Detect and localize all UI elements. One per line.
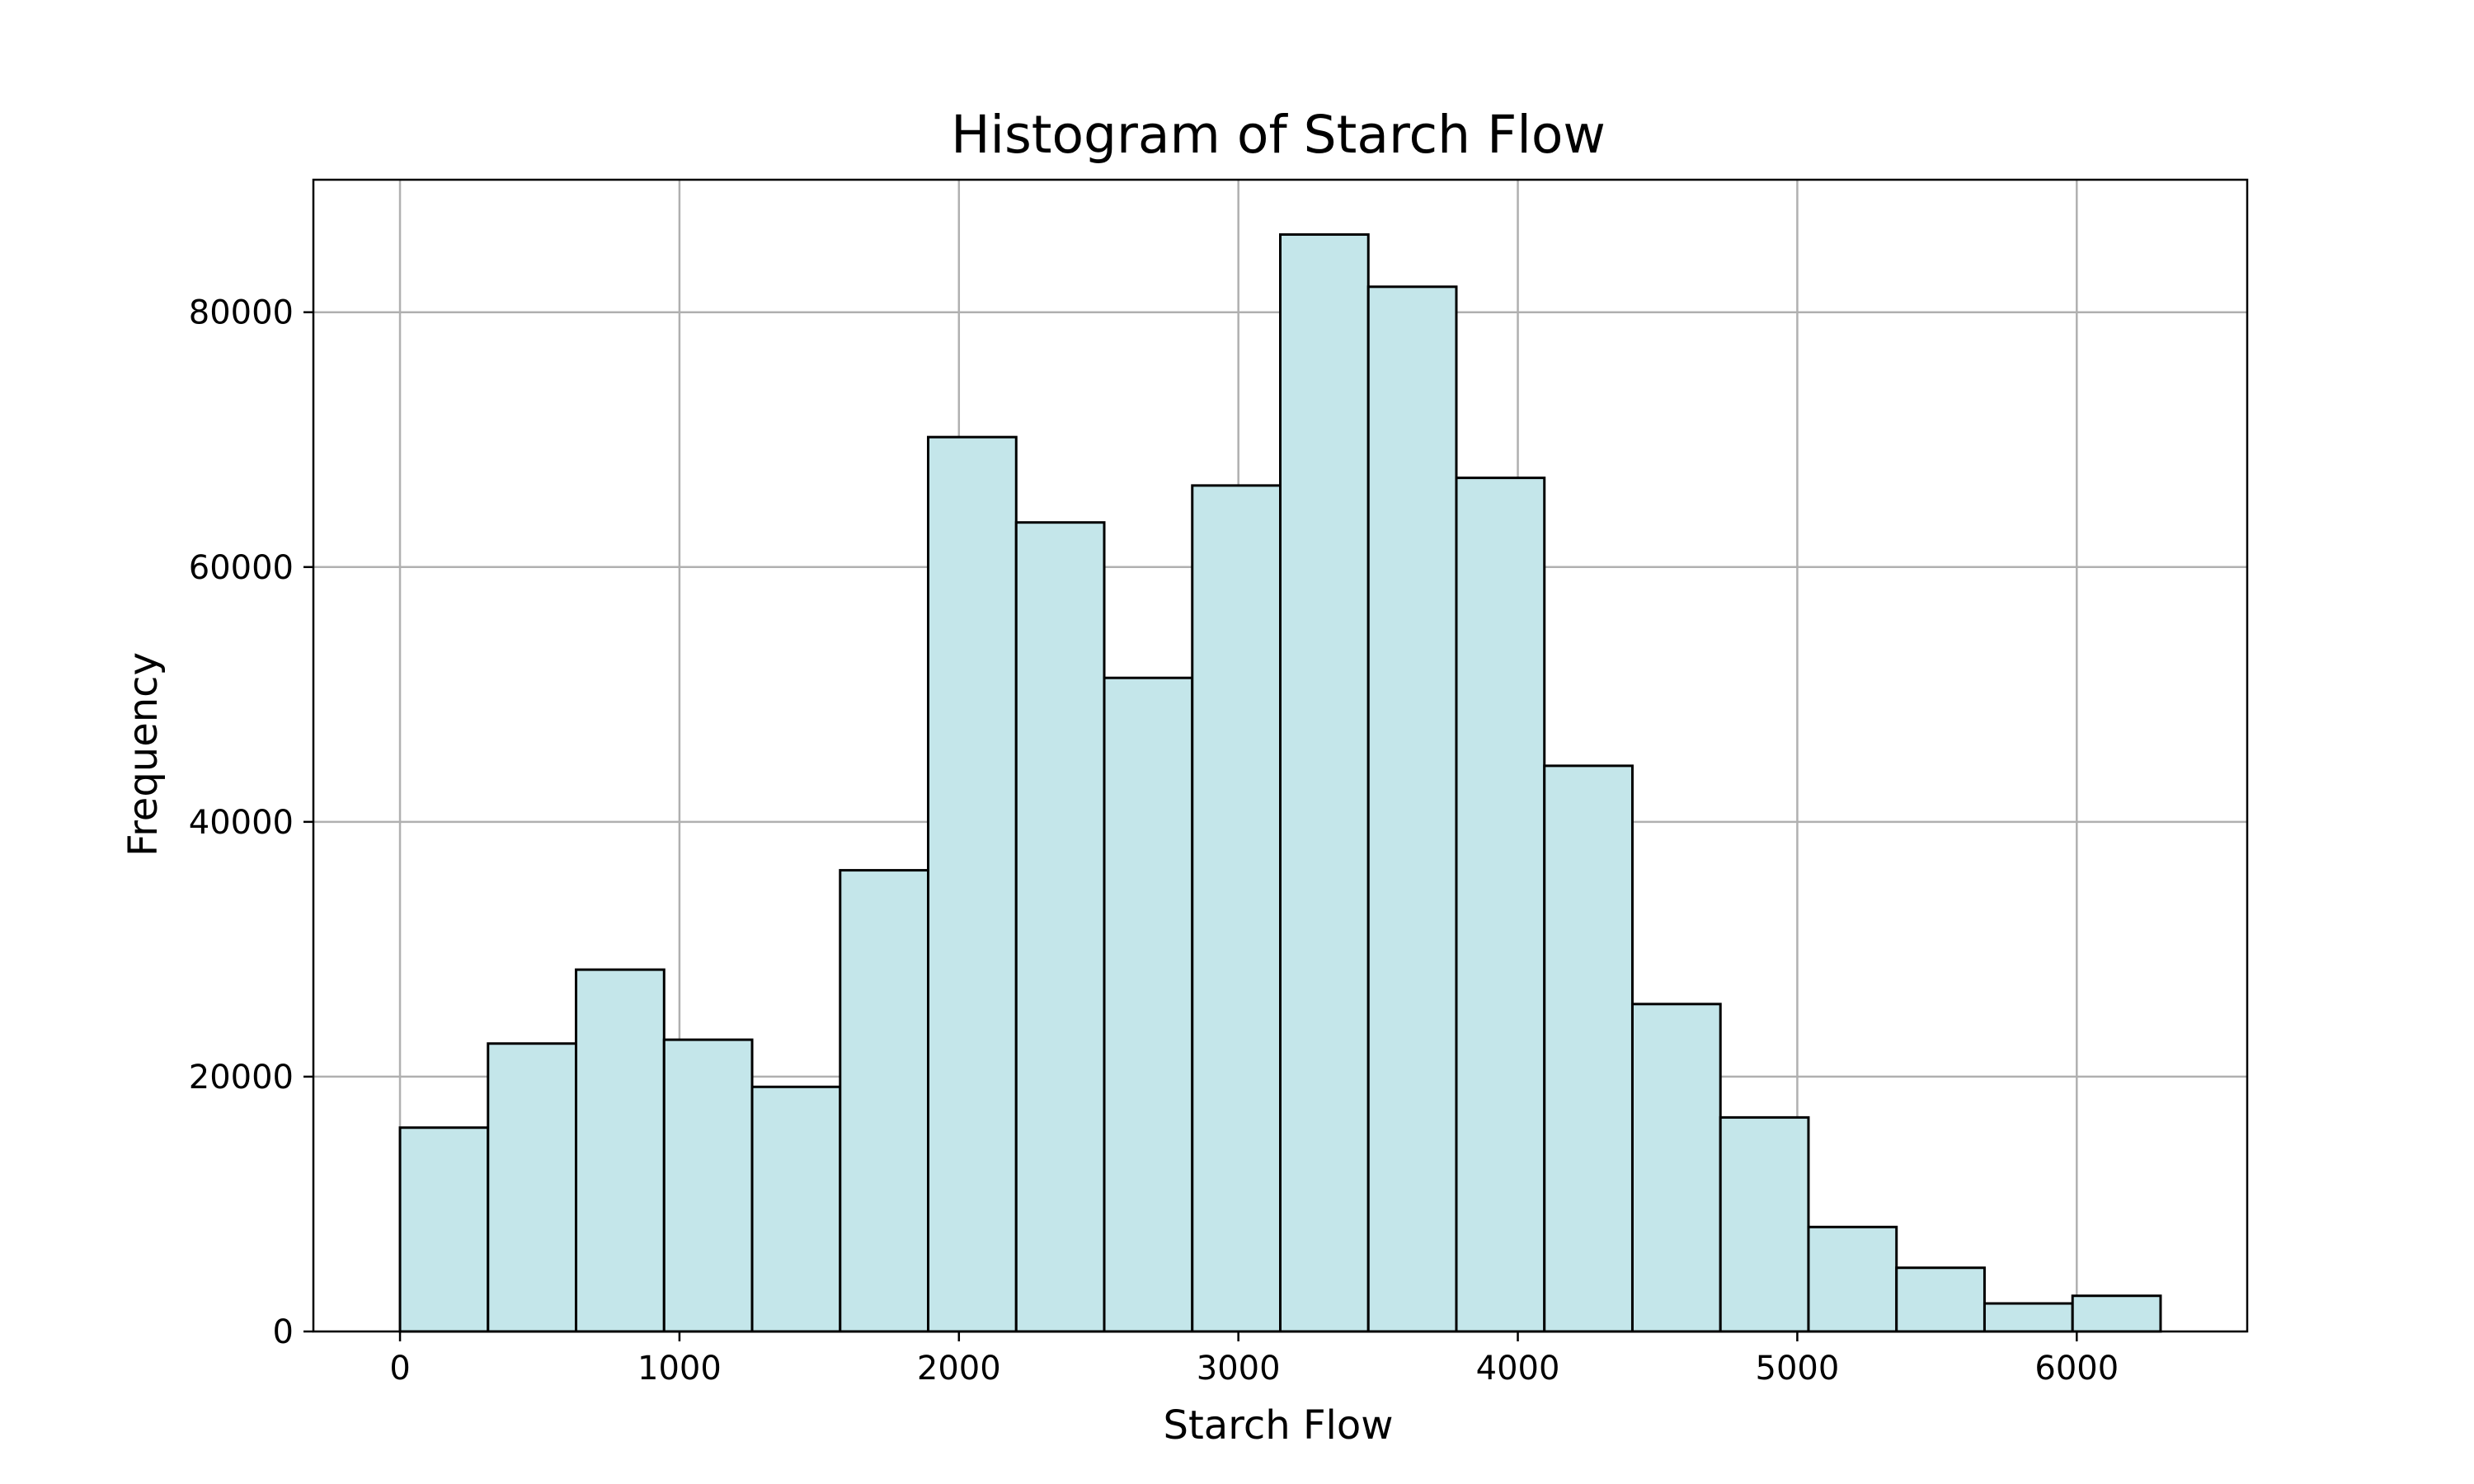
y-tick-label: 80000 xyxy=(189,294,294,332)
histogram-bar xyxy=(750,1085,842,1333)
histogram-bar xyxy=(1191,484,1282,1333)
histogram-bar xyxy=(839,869,930,1333)
histogram-bar xyxy=(927,435,1018,1333)
histogram-bar xyxy=(1719,1115,1810,1333)
x-tick-label: 2000 xyxy=(917,1350,1001,1388)
histogram-bar xyxy=(1014,521,1106,1333)
x-tick-label: 0 xyxy=(389,1350,410,1388)
histogram-bar xyxy=(1982,1302,2074,1333)
histogram-bar xyxy=(487,1042,578,1333)
y-axis-ticks: 0 20000 40000 60000 80000 xyxy=(189,294,313,1351)
histogram-bar xyxy=(1807,1225,1898,1333)
x-tick-label: 5000 xyxy=(1756,1350,1840,1388)
y-axis-label: Frequency xyxy=(120,652,167,857)
histogram-bar xyxy=(1630,1003,1722,1333)
histogram-bar xyxy=(1895,1266,1986,1333)
histogram-bar xyxy=(398,1126,490,1333)
histogram-bar xyxy=(1543,764,1634,1333)
x-tick-label: 6000 xyxy=(2034,1350,2119,1388)
histogram-bar xyxy=(575,968,666,1333)
histogram-bar xyxy=(1279,232,1370,1333)
y-tick-label: 20000 xyxy=(189,1059,294,1097)
histogram-bar xyxy=(1103,676,1194,1333)
x-tick-label: 4000 xyxy=(1476,1350,1560,1388)
x-tick-label: 3000 xyxy=(1197,1350,1281,1388)
histogram-bar xyxy=(662,1038,754,1333)
histogram-bar xyxy=(1366,285,1458,1333)
histogram-bar xyxy=(1455,477,1546,1333)
chart-title: Histogram of Starch Flow xyxy=(951,105,1606,165)
y-tick-label: 60000 xyxy=(189,549,294,587)
histogram-bars xyxy=(398,232,2162,1333)
x-axis-ticks: 0 1000 2000 3000 4000 5000 6000 xyxy=(389,1331,2119,1388)
x-tick-label: 1000 xyxy=(637,1350,722,1388)
plot-frame xyxy=(312,178,2249,1333)
y-tick-label: 0 xyxy=(273,1313,294,1351)
histogram-bar xyxy=(2071,1294,2162,1333)
y-tick-label: 40000 xyxy=(189,804,294,842)
x-axis-label: Starch Flow xyxy=(1163,1402,1393,1449)
